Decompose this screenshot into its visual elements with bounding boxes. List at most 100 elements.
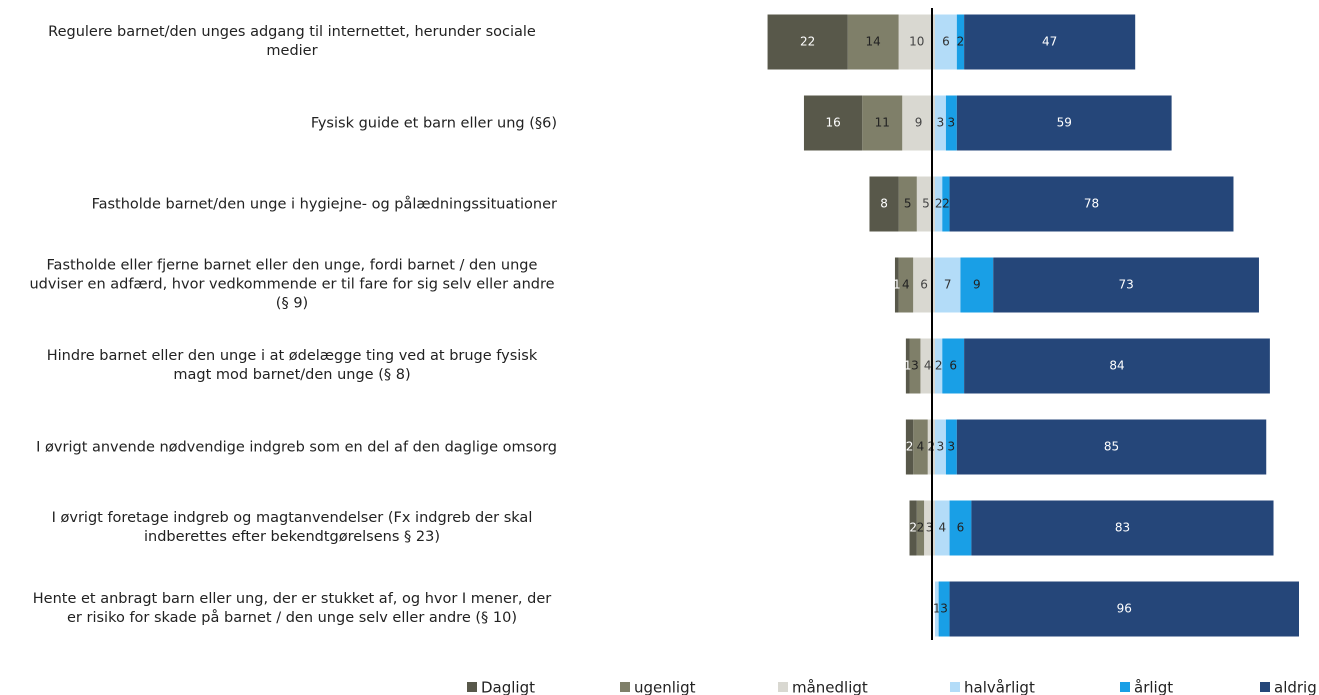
bar-segment [960, 257, 994, 313]
bar-segment [898, 14, 935, 70]
bar-segment [869, 176, 899, 232]
bar-segment [935, 500, 950, 556]
data-label: 9 [973, 278, 981, 292]
data-label: 3 [911, 359, 919, 373]
category-text: Fysisk guide et barn eller ung (§6) [310, 115, 557, 132]
data-label: 7 [944, 278, 952, 292]
category-label: I øvrigt anvende nødvendige indgreb som … [0, 437, 557, 458]
bar-segment [909, 338, 921, 394]
data-label: 11 [875, 116, 890, 130]
data-label: 16 [825, 116, 840, 130]
legend-label: aldrig [1274, 679, 1317, 695]
data-label: 5 [922, 197, 930, 211]
data-label: 2 [935, 197, 943, 211]
data-label: 84 [1109, 359, 1124, 373]
data-label: 96 [1117, 602, 1132, 616]
data-label: 5 [904, 197, 912, 211]
bar-segment [916, 500, 925, 556]
legend-label: ugenligt [634, 679, 696, 695]
data-label: 83 [1115, 521, 1130, 535]
bar-segment [935, 176, 943, 232]
legend: Dagligt ugenligt månedligt halvårligt årligt… [467, 679, 1317, 695]
bar-segment [964, 338, 1270, 394]
data-label: 73 [1118, 278, 1133, 292]
category-label: Hente et anbragt barn eller ung, der er … [0, 590, 557, 628]
bar-segment [767, 14, 848, 70]
data-label: 47 [1042, 35, 1057, 49]
data-label: 78 [1084, 197, 1099, 211]
bar-segment [935, 419, 946, 475]
data-label: 3 [937, 116, 945, 130]
data-label: 1 [933, 602, 941, 616]
data-label: 4 [924, 359, 932, 373]
category-text: Hente et anbragt barn eller ung, der er … [32, 591, 552, 626]
data-label: 9 [915, 116, 923, 130]
data-label: 1 [893, 278, 901, 292]
bar-segment [949, 581, 1299, 637]
bar-segment [942, 176, 950, 232]
data-label: 22 [800, 35, 815, 49]
category-text: Regulere barnet/den unges adgang til int… [48, 24, 536, 59]
data-label: 4 [917, 440, 925, 454]
bar-segment [905, 338, 910, 394]
bar-segment [938, 581, 950, 637]
bar-segment [909, 500, 917, 556]
bar-segment [935, 581, 939, 637]
data-label: 4 [938, 521, 946, 535]
category-text: I øvrigt anvende nødvendige indgreb som … [36, 439, 557, 456]
data-label: 6 [957, 521, 965, 535]
bar-segment [935, 338, 943, 394]
data-label: 85 [1104, 440, 1119, 454]
category-label: Regulere barnet/den unges adgang til int… [0, 23, 557, 61]
category-text: Fastholde barnet/den unge i hygiejne- og… [91, 196, 557, 213]
data-label: 1 [904, 359, 912, 373]
bar-segment [847, 14, 899, 70]
bar-segment [945, 419, 957, 475]
data-label: 10 [909, 35, 924, 49]
bar-segment [913, 257, 935, 313]
legend-swatch [620, 682, 630, 692]
legend-swatch [1120, 682, 1130, 692]
legend-swatch [1260, 682, 1270, 692]
data-label: 14 [865, 35, 880, 49]
category-text: Fastholde eller fjerne barnet eller den … [29, 257, 555, 312]
bar-segment [913, 419, 928, 475]
bar-segment [956, 14, 965, 70]
bar-segment [935, 14, 957, 70]
legend-label: Dagligt [481, 679, 535, 695]
data-label: 2 [909, 521, 917, 535]
data-label: 6 [920, 278, 928, 292]
category-label: I øvrigt foretage indgreb og magtanvende… [0, 509, 557, 547]
bar-segment [949, 176, 1234, 232]
bar-segment [956, 419, 1267, 475]
bar-segment [862, 95, 903, 151]
data-label: 2 [906, 440, 914, 454]
bar-segment [942, 338, 965, 394]
legend-swatch [778, 682, 788, 692]
category-label: Hindre barnet eller den unge i at ødelæg… [0, 347, 557, 385]
bar-segment [916, 176, 935, 232]
data-label: 3 [948, 116, 956, 130]
bar-segment [898, 176, 917, 232]
bar-segment [905, 419, 914, 475]
data-label: 3 [948, 440, 956, 454]
legend-label: halvårligt [964, 679, 1035, 695]
data-label: 3 [937, 440, 945, 454]
category-label: Fastholde barnet/den unge i hygiejne- og… [0, 194, 557, 215]
category-label: Fysisk guide et barn eller ung (§6) [0, 113, 557, 134]
bar-segment [993, 257, 1259, 313]
category-label: Fastholde eller fjerne barnet eller den … [0, 257, 557, 314]
legend-label: årligt [1134, 679, 1173, 695]
bar-segment [971, 500, 1274, 556]
bar-segment [949, 500, 972, 556]
bar-segment [935, 257, 961, 313]
data-label: 6 [949, 359, 957, 373]
data-label: 2 [942, 197, 950, 211]
data-label: 6 [942, 35, 950, 49]
legend-swatch [467, 682, 477, 692]
data-label: 4 [902, 278, 910, 292]
data-label: 2 [917, 521, 925, 535]
bar-segment [803, 95, 863, 151]
bar-segment [894, 257, 899, 313]
